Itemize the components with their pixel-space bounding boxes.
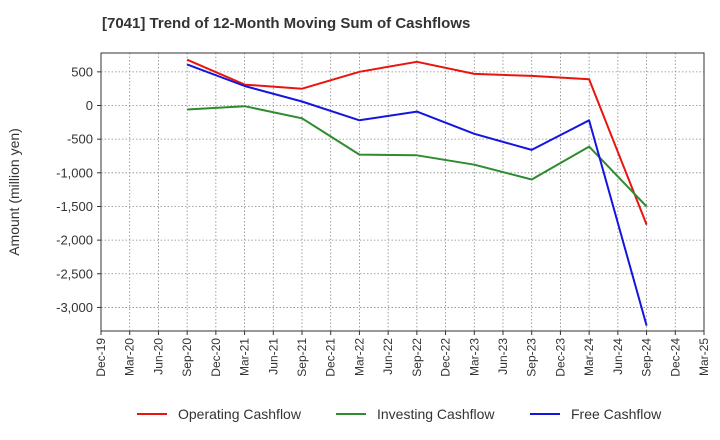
- x-tick-label: Mar-21: [238, 338, 252, 376]
- x-tick-label: Mar-23: [467, 338, 481, 376]
- x-axis-ticks: Dec-19 Mar-20 Jun-20 Sep-20 Dec-20 Mar-21 Jun-…: [94, 331, 711, 377]
- x-tick-label: Sep-20: [180, 338, 194, 377]
- y-tick-label: -2,500: [56, 266, 93, 281]
- y-axis-label: Amount (million yen): [6, 128, 22, 256]
- x-tick-label: Sep-21: [295, 338, 309, 377]
- y-tick-label: -2,000: [56, 233, 93, 248]
- y-tick-label: 0: [86, 98, 93, 113]
- legend-label-1: Operating Cashflow: [178, 406, 302, 422]
- x-tick-label: Mar-25: [697, 338, 711, 376]
- series-lines: [186, 58, 648, 326]
- x-tick-label: Mar-22: [352, 338, 366, 376]
- y-tick-label: 500: [71, 64, 93, 79]
- x-tick-label: Sep-23: [525, 338, 539, 377]
- y-tick-label: -3,000: [56, 300, 93, 315]
- x-tick-label: Jun-24: [611, 338, 625, 375]
- x-tick-label: Jun-20: [151, 338, 165, 375]
- x-tick-label: Dec-19: [94, 338, 108, 377]
- x-tick-label: Sep-24: [640, 338, 654, 377]
- y-tick-label: -1,500: [56, 199, 93, 214]
- x-tick-label: Sep-22: [410, 338, 424, 377]
- x-tick-label: Dec-23: [553, 338, 567, 377]
- series-line-3: [186, 63, 648, 326]
- legend-label-2: Investing Cashflow: [377, 406, 495, 422]
- y-tick-label: -500: [67, 132, 93, 147]
- x-tick-label: Jun-22: [381, 338, 395, 375]
- x-tick-label: Jun-21: [266, 338, 280, 375]
- x-tick-label: Dec-24: [668, 338, 682, 377]
- x-tick-label: Dec-20: [209, 338, 223, 377]
- x-tick-label: Mar-20: [123, 338, 137, 376]
- chart-title: [7041] Trend of 12-Month Moving Sum of C…: [102, 15, 471, 32]
- x-tick-label: Dec-21: [324, 338, 338, 377]
- x-tick-label: Jun-23: [496, 338, 510, 375]
- series-line-1: [186, 58, 648, 225]
- y-tick-label: -1,000: [56, 165, 93, 180]
- y-axis-ticks: 500 0 -500 -1,000 -1,500 -2,000 -2,500 -3,000: [56, 64, 101, 315]
- series-line-2: [187, 105, 648, 208]
- x-tick-label: Dec-22: [439, 338, 453, 377]
- legend-label-3: Free Cashflow: [571, 406, 662, 422]
- plot-frame: [100, 52, 705, 332]
- legend: Operating Cashflow Investing Cashflow Free…: [137, 406, 662, 422]
- grid-lines: [101, 53, 704, 331]
- x-tick-label: Mar-24: [582, 338, 596, 376]
